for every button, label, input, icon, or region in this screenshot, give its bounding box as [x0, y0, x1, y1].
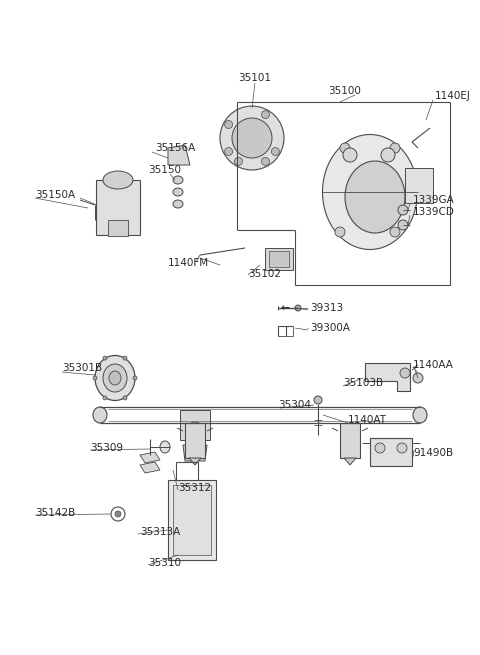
Ellipse shape — [95, 356, 135, 400]
Text: 1339CD: 1339CD — [413, 207, 455, 217]
Text: 35101: 35101 — [239, 73, 272, 83]
Bar — [180, 410, 210, 440]
Circle shape — [93, 376, 97, 380]
Text: 35142B: 35142B — [35, 508, 75, 518]
Circle shape — [398, 220, 408, 230]
Bar — [96, 180, 140, 235]
Bar — [168, 480, 216, 560]
Bar — [185, 423, 205, 458]
Ellipse shape — [323, 134, 418, 250]
Text: 35102: 35102 — [248, 269, 281, 279]
Bar — [108, 220, 128, 236]
Polygon shape — [140, 452, 160, 463]
Circle shape — [335, 227, 345, 237]
Ellipse shape — [173, 188, 183, 196]
Text: 35150: 35150 — [148, 165, 181, 175]
Text: 35310: 35310 — [148, 558, 181, 568]
Text: 35100: 35100 — [328, 86, 361, 96]
Circle shape — [375, 443, 385, 453]
Text: 35312: 35312 — [178, 483, 211, 493]
Bar — [173, 485, 211, 555]
Circle shape — [271, 147, 279, 155]
Ellipse shape — [93, 407, 107, 423]
Circle shape — [235, 157, 242, 166]
Text: 1339GA: 1339GA — [413, 195, 455, 205]
Polygon shape — [189, 458, 201, 465]
Bar — [269, 251, 289, 267]
Bar — [265, 248, 293, 270]
Polygon shape — [370, 438, 412, 466]
Circle shape — [187, 422, 203, 438]
Circle shape — [133, 376, 137, 380]
Circle shape — [343, 148, 357, 162]
Circle shape — [381, 148, 395, 162]
Polygon shape — [344, 458, 356, 465]
Ellipse shape — [103, 171, 133, 189]
Circle shape — [397, 443, 407, 453]
Ellipse shape — [173, 200, 183, 208]
Text: 1140AT: 1140AT — [348, 415, 387, 425]
Circle shape — [220, 106, 284, 170]
Circle shape — [295, 305, 301, 311]
Circle shape — [123, 396, 127, 400]
Circle shape — [225, 121, 233, 128]
Circle shape — [123, 356, 127, 360]
Circle shape — [400, 368, 410, 378]
Text: 1140AA: 1140AA — [413, 360, 454, 370]
Ellipse shape — [173, 176, 183, 184]
Ellipse shape — [160, 441, 170, 453]
Circle shape — [390, 143, 400, 153]
Text: 35304: 35304 — [278, 400, 311, 410]
Text: 1140EJ: 1140EJ — [435, 91, 471, 101]
Bar — [340, 423, 360, 458]
Text: 35156A: 35156A — [155, 143, 195, 153]
Text: 39300A: 39300A — [310, 323, 350, 333]
Circle shape — [103, 396, 107, 400]
Ellipse shape — [103, 364, 127, 392]
Polygon shape — [365, 363, 410, 391]
Circle shape — [115, 511, 121, 517]
Text: 35150A: 35150A — [35, 190, 75, 200]
Polygon shape — [140, 462, 160, 473]
Text: 1140FM: 1140FM — [168, 258, 209, 268]
Circle shape — [390, 227, 400, 237]
Text: 91490B: 91490B — [413, 448, 453, 458]
Ellipse shape — [345, 161, 405, 233]
Circle shape — [262, 157, 269, 166]
Ellipse shape — [413, 407, 427, 423]
Circle shape — [314, 396, 322, 404]
Text: 35313A: 35313A — [140, 527, 180, 537]
Text: 39313: 39313 — [310, 303, 343, 313]
Text: 35301B: 35301B — [62, 363, 102, 373]
Circle shape — [103, 356, 107, 360]
Circle shape — [232, 118, 272, 158]
Circle shape — [413, 373, 423, 383]
Circle shape — [225, 147, 233, 155]
Polygon shape — [168, 145, 190, 165]
Text: 35309: 35309 — [90, 443, 123, 453]
Ellipse shape — [109, 371, 121, 385]
Bar — [405, 168, 433, 203]
Circle shape — [398, 205, 408, 215]
Polygon shape — [183, 445, 207, 461]
Circle shape — [340, 143, 350, 153]
Text: ←: ← — [280, 303, 289, 313]
Text: 35103B: 35103B — [343, 378, 383, 388]
Circle shape — [262, 111, 269, 119]
